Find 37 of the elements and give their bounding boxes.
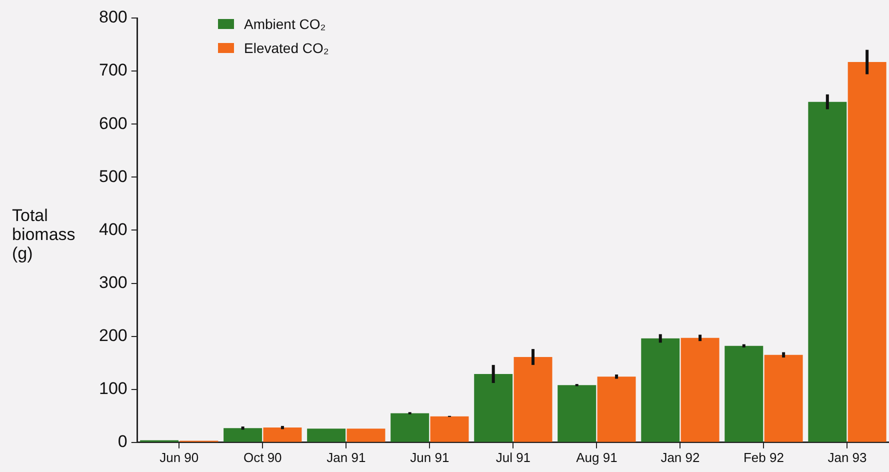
bar [390,413,430,442]
x-tick-label: Jun 91 [410,450,450,465]
x-tick-label: Jul 91 [496,450,531,465]
y-tick-label: 0 [118,432,128,452]
bar [224,428,262,442]
y-tick-label: 400 [98,220,128,239]
y-tick-label: 700 [98,60,128,80]
bar [641,338,680,442]
x-tick-label: Jan 92 [660,450,700,465]
x-tick-label: Jan 91 [326,450,366,465]
x-tick-label: Jan 93 [828,450,867,465]
x-tick-label: Feb 92 [743,450,784,465]
y-axis-title: Total biomass (g) [12,206,76,263]
x-tick-label: Aug 91 [576,450,618,465]
x-tick-label: Jun 90 [160,450,199,465]
y-tick-label: 800 [98,8,128,27]
bar [808,102,847,442]
bar [346,428,386,442]
y-tick-label: 200 [98,326,128,345]
y-tick-label: 500 [98,166,128,186]
bar [597,376,636,442]
bar [307,428,346,442]
x-tick-label: Oct 90 [243,450,282,465]
bar [474,374,513,442]
bar [558,385,596,442]
bar [430,416,469,442]
bar [514,356,552,442]
legend-label: Elevated CO₂ [244,40,329,56]
legend-label: Ambient CO₂ [244,16,326,32]
bar [724,346,764,442]
y-tick-label: 300 [98,272,128,292]
bar [680,338,720,442]
bar [848,62,886,442]
bar [263,428,302,442]
bar [764,354,803,442]
y-tick-label: 600 [98,114,128,133]
y-tick-label: 100 [98,379,128,398]
